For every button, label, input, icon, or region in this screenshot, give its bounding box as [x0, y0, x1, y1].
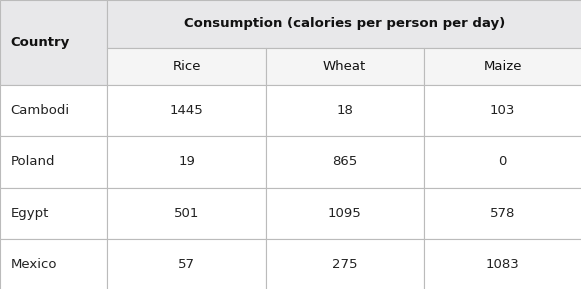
Text: Poland: Poland: [10, 155, 55, 168]
Text: Cambodi: Cambodi: [10, 104, 70, 117]
Text: 1445: 1445: [170, 104, 203, 117]
Text: 18: 18: [336, 104, 353, 117]
Bar: [0, 239, 107, 289]
Text: 865: 865: [332, 155, 357, 168]
Text: 57: 57: [178, 258, 195, 271]
Text: Consumption (calories per person per day): Consumption (calories per person per day…: [184, 17, 505, 30]
Bar: [266, 136, 424, 188]
Text: 0: 0: [498, 155, 507, 168]
Text: Maize: Maize: [483, 60, 522, 73]
Text: 501: 501: [174, 207, 199, 220]
Bar: [107, 188, 266, 239]
Bar: [266, 239, 424, 289]
Bar: [107, 85, 266, 136]
Bar: [266, 85, 424, 136]
Text: Mexico: Mexico: [10, 258, 57, 271]
Bar: [0, 85, 107, 136]
Bar: [107, 239, 266, 289]
Bar: [424, 239, 581, 289]
Bar: [424, 48, 581, 85]
Text: 103: 103: [490, 104, 515, 117]
Bar: [0, 0, 107, 85]
Bar: [107, 48, 266, 85]
Text: 19: 19: [178, 155, 195, 168]
Bar: [0, 188, 107, 239]
Bar: [107, 0, 581, 48]
Text: Country: Country: [10, 36, 70, 49]
Text: 1095: 1095: [328, 207, 361, 220]
Text: Wheat: Wheat: [323, 60, 366, 73]
Bar: [266, 48, 424, 85]
Bar: [424, 188, 581, 239]
Text: Rice: Rice: [172, 60, 201, 73]
Text: 275: 275: [332, 258, 357, 271]
Bar: [0, 136, 107, 188]
Text: 578: 578: [490, 207, 515, 220]
Text: 1083: 1083: [486, 258, 519, 271]
Bar: [107, 136, 266, 188]
Bar: [424, 85, 581, 136]
Bar: [424, 136, 581, 188]
Text: Egypt: Egypt: [10, 207, 49, 220]
Bar: [266, 188, 424, 239]
